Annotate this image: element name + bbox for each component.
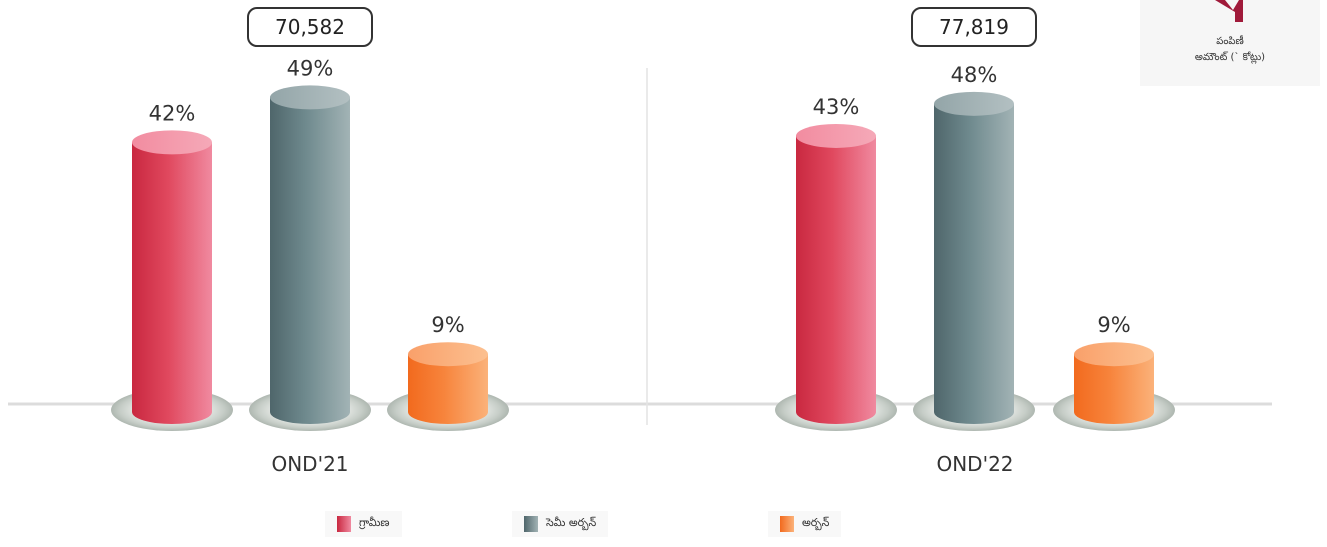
unit-label: పంపిణీ అమౌంట్ (` కోట్లు) — [1140, 34, 1320, 66]
legend-label-semi-urban: సెమీ అర్బన్ — [546, 516, 597, 529]
legend-label-rural: గ్రామీణ — [359, 516, 390, 529]
legend-swatch-rural — [337, 516, 351, 532]
category-label-0: OND'21 — [271, 452, 348, 476]
category-label-1: OND'22 — [936, 452, 1013, 476]
data-label-urban-1: 9% — [1097, 313, 1130, 337]
bar-rural-1 — [796, 135, 876, 424]
data-label-semi-urban-0: 49% — [287, 56, 334, 80]
legend-swatch-urban — [780, 516, 794, 532]
total-box-0 — [247, 7, 373, 47]
unit-label-line1: పంపిణీ — [1216, 36, 1244, 47]
bar-top-rural-0 — [132, 130, 212, 155]
data-label-rural-0: 42% — [149, 101, 196, 125]
bar-top-urban-0 — [408, 342, 488, 367]
bar-semi-urban-1 — [934, 103, 1014, 424]
bar-urban-0 — [408, 354, 488, 424]
data-label-urban-0: 9% — [431, 313, 464, 337]
rupee-mark-icon — [1215, 0, 1243, 22]
bar-top-urban-1 — [1074, 342, 1154, 367]
legend-swatch-semi-urban — [524, 516, 538, 532]
legend: గ్రామీణ సెమీ అర్బన్ అర్బన్ — [0, 505, 1327, 547]
legend-item-urban: అర్బన్ — [768, 511, 842, 537]
bar-semi-urban-0 — [270, 97, 350, 425]
total-label-1: 77,819 — [939, 15, 1009, 39]
total-box-1 — [911, 7, 1037, 47]
data-label-semi-urban-1: 48% — [951, 63, 998, 87]
total-label-0: 70,582 — [275, 15, 345, 39]
bar-urban-1 — [1074, 354, 1154, 424]
data-label-rural-1: 43% — [813, 95, 860, 119]
legend-label-urban: అర్బన్ — [802, 516, 830, 529]
bar-top-semi-urban-1 — [934, 91, 1014, 116]
legend-item-semi-urban: సెమీ అర్బన్ — [512, 511, 609, 537]
bar-top-semi-urban-0 — [270, 85, 350, 110]
unit-badge — [1140, 0, 1320, 86]
unit-label-line2: అమౌంట్ (` కోట్లు) — [1194, 52, 1266, 63]
bar-rural-0 — [132, 142, 212, 425]
legend-item-rural: గ్రామీణ — [325, 511, 402, 537]
bar-top-rural-1 — [796, 123, 876, 148]
